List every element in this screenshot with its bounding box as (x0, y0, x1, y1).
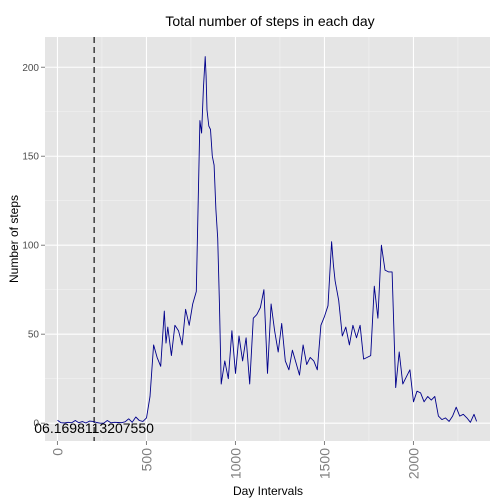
grid-lines (45, 37, 490, 441)
x-tick-label: 1500 (317, 448, 333, 479)
y-tick-label: 200 (22, 63, 39, 74)
y-tick-label: 50 (28, 330, 40, 341)
y-axis-ticks: 0 50 100 150 200 (22, 63, 45, 430)
series-layer (57, 56, 478, 424)
series-line (57, 56, 478, 424)
x-tick-label: 0 (50, 448, 66, 456)
x-tick-label: 1000 (228, 448, 244, 479)
x-axis-ticks: 0 500 1000 1500 2000 (50, 441, 422, 479)
y-tick-label: 100 (22, 241, 39, 252)
chart-title: Total number of steps in each day (165, 13, 374, 29)
x-tick-label: 500 (139, 448, 155, 472)
y-axis-label: Number of steps (7, 195, 21, 283)
plot-panel (45, 37, 490, 441)
vline-annotation: 06.1698113207550 (34, 420, 154, 436)
y-tick-label: 0 (33, 419, 39, 430)
x-tick-label: 2000 (406, 448, 422, 479)
y-tick-label: 150 (22, 152, 39, 163)
x-axis-label: Day Intervals (233, 484, 303, 498)
